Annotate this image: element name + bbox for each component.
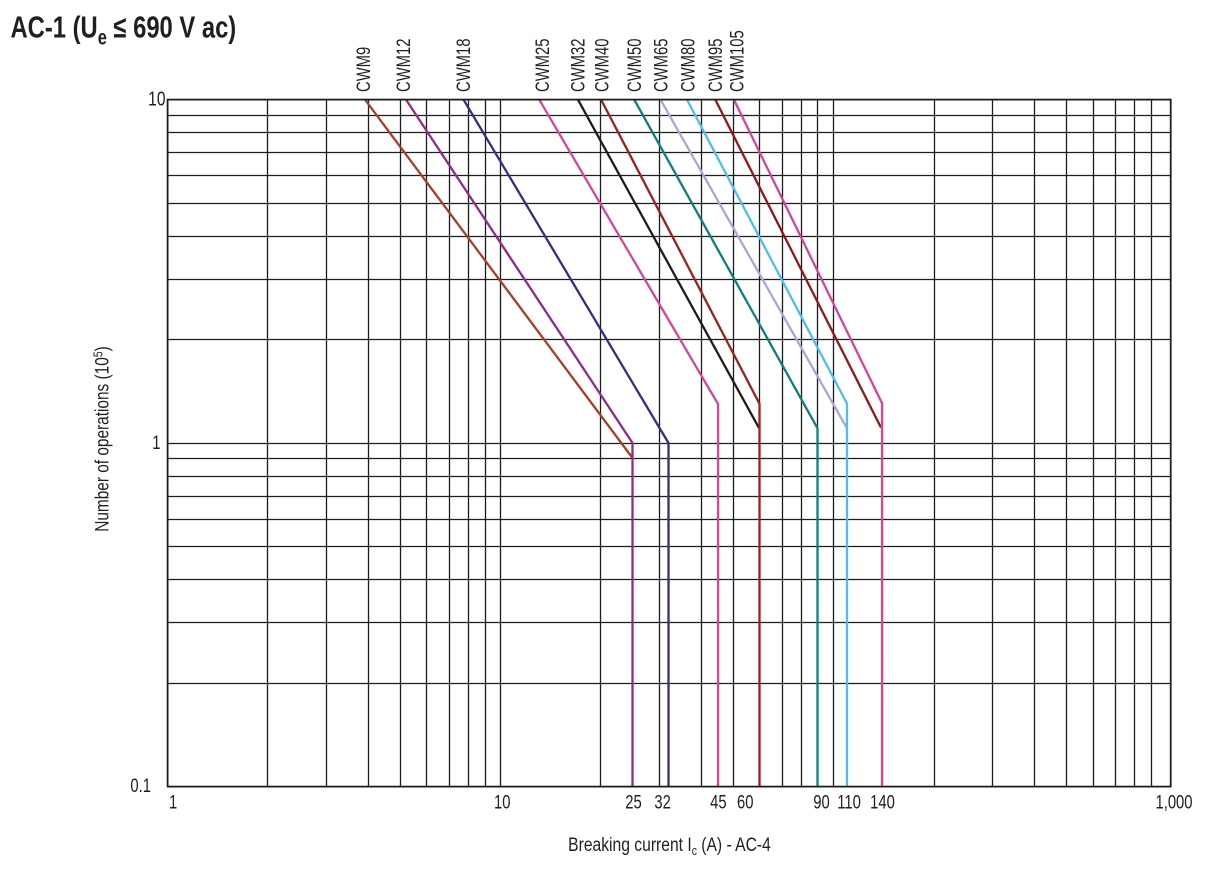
svg-text:Breaking current Ic (A) - AC-4: Breaking current Ic (A) - AC-4	[568, 833, 771, 858]
svg-text:CWM105: CWM105	[727, 30, 748, 92]
svg-text:90: 90	[813, 792, 829, 813]
svg-text:CWM12: CWM12	[393, 39, 414, 92]
svg-text:CWM65: CWM65	[651, 39, 672, 92]
svg-text:CWM25: CWM25	[532, 39, 553, 92]
svg-text:110: 110	[837, 792, 861, 813]
svg-text:CWM32: CWM32	[568, 39, 589, 92]
svg-text:140: 140	[870, 792, 895, 813]
svg-text:CWM9: CWM9	[353, 47, 374, 92]
svg-text:45: 45	[710, 792, 726, 813]
svg-text:CWM40: CWM40	[592, 39, 613, 92]
svg-text:CWM50: CWM50	[624, 39, 645, 92]
svg-text:CWM80: CWM80	[678, 39, 699, 92]
svg-text:60: 60	[737, 792, 753, 813]
svg-text:10: 10	[148, 88, 165, 110]
svg-text:0.1: 0.1	[130, 775, 151, 796]
svg-text:Number of operations (105): Number of operations (105)	[90, 346, 112, 532]
svg-text:1,000: 1,000	[1155, 792, 1192, 813]
svg-text:10: 10	[494, 792, 510, 813]
svg-text:CWM18: CWM18	[453, 39, 474, 92]
svg-text:32: 32	[654, 792, 670, 813]
svg-text:1: 1	[169, 792, 177, 813]
svg-text:1: 1	[152, 432, 160, 453]
svg-text:25: 25	[625, 792, 641, 813]
svg-text:AC-1 (Ue ≤ 690 V ac): AC-1 (Ue ≤ 690 V ac)	[11, 10, 237, 49]
svg-text:CWM95: CWM95	[705, 39, 726, 92]
